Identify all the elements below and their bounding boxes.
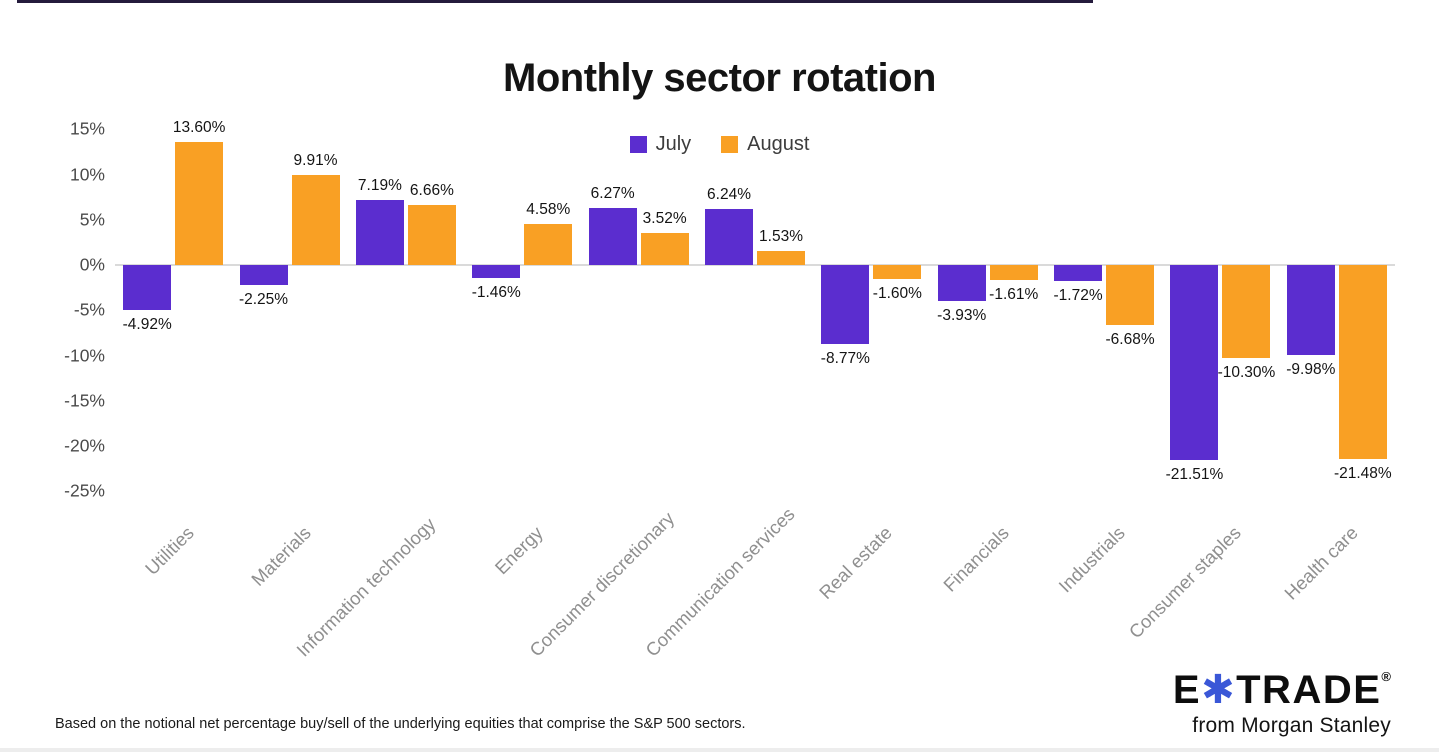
- logo-trade-text: TRADE: [1236, 668, 1382, 712]
- bar-july-health-care: [1286, 265, 1335, 356]
- bar-july-utilities: [123, 265, 172, 310]
- x-axis-label-information-technology: Information technology: [292, 513, 440, 661]
- legend: July August: [0, 133, 1439, 156]
- x-axis-label-energy: Energy: [490, 522, 548, 579]
- bar-july-information-technology: [355, 199, 404, 265]
- legend-item-july: July: [629, 133, 692, 156]
- logo-letter-e: E: [1172, 668, 1202, 712]
- logo-asterisk-icon: ✱: [1201, 668, 1237, 712]
- bar-value-label: 4.58%: [526, 200, 571, 218]
- legend-swatch-icon: [629, 136, 647, 153]
- bar-value-label: -8.77%: [820, 350, 870, 368]
- bar-value-label: -6.68%: [1105, 331, 1155, 349]
- plot-area: -4.92% -2.25% 7.19% -1.46% 6.27% 6.24% -8.77% -…: [115, 118, 1395, 510]
- x-axis-label-health-care: Health care: [1279, 522, 1362, 604]
- top-border: [17, 0, 1093, 3]
- y-tick-label: -15%: [64, 390, 105, 411]
- x-axis-label-materials: Materials: [246, 522, 315, 590]
- bar-july-energy: [472, 265, 521, 279]
- bar-july-consumer-discretionary: [588, 208, 637, 265]
- bar-august-utilities: [175, 141, 224, 265]
- bar-july-communication-services: [705, 208, 753, 265]
- legend-swatch-icon: [721, 136, 739, 153]
- bar-august-financials: [989, 265, 1038, 280]
- legend-item-august: August: [721, 133, 809, 156]
- y-tick-label: 15%: [69, 118, 105, 139]
- bar-value-label: -1.61%: [989, 285, 1039, 303]
- x-axis-label-communication-services: Communication services: [641, 503, 799, 661]
- x-axis-label-financials: Financials: [938, 522, 1013, 596]
- bar-august-communication-services: [757, 251, 805, 265]
- bar-august-information-technology: [407, 204, 456, 265]
- logo-registered-mark: ®: [1381, 669, 1391, 684]
- bar-value-label: -2.25%: [238, 291, 289, 309]
- bar-value-label: 3.52%: [642, 210, 687, 228]
- bar-july-materials: [239, 265, 288, 286]
- bar-august-energy: [524, 223, 573, 265]
- bar-value-label: -4.92%: [122, 315, 172, 333]
- bar-value-label: 9.91%: [293, 152, 338, 170]
- legend-label: July: [655, 133, 692, 155]
- bar-july-real-estate: [821, 265, 870, 345]
- y-axis: 15% 10% 5% 0% -5% -10% -15% -20% -25%: [0, 118, 105, 510]
- bar-july-industrials: [1054, 265, 1103, 281]
- bar-august-materials: [291, 175, 340, 265]
- x-axis-label-real-estate: Real estate: [815, 522, 897, 604]
- bar-value-label: 7.19%: [357, 176, 402, 194]
- bar-value-label: -1.46%: [471, 284, 521, 302]
- bar-value-label: -10.30%: [1217, 364, 1276, 382]
- y-tick-label: -5%: [73, 299, 105, 320]
- zero-axis-line: [115, 264, 1395, 266]
- bar-august-health-care: [1338, 265, 1387, 460]
- bar-value-label: -9.98%: [1286, 361, 1336, 379]
- bar-value-label: 6.24%: [707, 185, 751, 203]
- bar-value-label: -1.60%: [872, 285, 922, 303]
- y-tick-label: 10%: [69, 164, 105, 184]
- bar-august-consumer-staples: [1222, 265, 1271, 359]
- y-tick-label: -20%: [64, 435, 105, 456]
- y-tick-label: 0%: [79, 254, 105, 275]
- bar-august-industrials: [1106, 265, 1155, 326]
- logo-tagline: from Morgan Stanley: [1192, 714, 1391, 737]
- bar-value-label: 13.60%: [172, 118, 226, 136]
- bar-value-label: -1.72%: [1053, 286, 1103, 304]
- bar-value-label: 6.66%: [409, 181, 454, 199]
- x-axis-label-consumer-discretionary: Consumer discretionary: [524, 507, 678, 661]
- bar-july-financials: [937, 265, 986, 301]
- y-tick-label: 5%: [79, 209, 105, 230]
- x-axis-label-consumer-staples: Consumer staples: [1125, 522, 1246, 643]
- bar-value-label: -3.93%: [937, 306, 987, 324]
- bar-july-consumer-staples: [1170, 265, 1219, 460]
- bar-august-real-estate: [873, 265, 922, 280]
- bar-value-label: -21.51%: [1165, 465, 1224, 483]
- logo-wordmark: E✱TRADE®: [1173, 670, 1391, 710]
- bar-august-consumer-discretionary: [640, 233, 689, 265]
- y-tick-label: -10%: [64, 345, 105, 365]
- legend-label: August: [747, 133, 810, 155]
- bar-value-label: 1.53%: [759, 228, 803, 246]
- bar-value-label: -21.48%: [1333, 465, 1392, 483]
- x-axis-label-industrials: Industrials: [1054, 522, 1129, 597]
- y-tick-label: -25%: [64, 480, 105, 501]
- x-axis-label-utilities: Utilities: [141, 522, 199, 580]
- footnote: Based on the notional net percentage buy…: [55, 716, 746, 732]
- chart-title: Monthly sector rotation: [503, 56, 936, 100]
- etrade-logo: E✱TRADE® from Morgan Stanley: [1173, 670, 1391, 738]
- bar-value-label: 6.27%: [590, 185, 635, 203]
